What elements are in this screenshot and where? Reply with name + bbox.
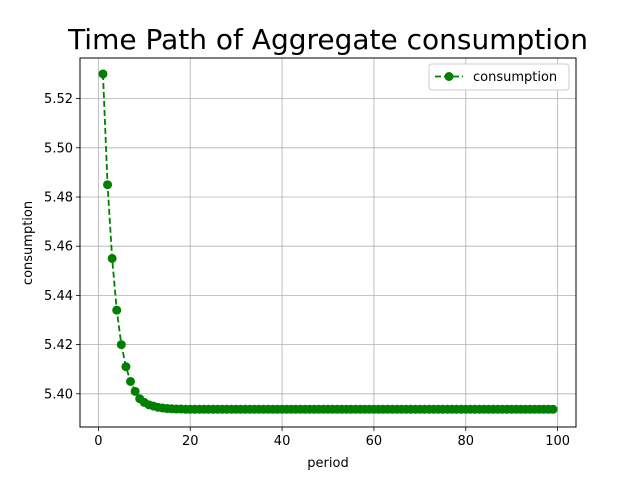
legend-marker [444, 72, 454, 81]
x-tick-label: 80 [458, 434, 475, 449]
x-axis-label: period [307, 456, 348, 471]
data-point [126, 376, 136, 386]
data-point [116, 340, 126, 350]
grid-lines [80, 58, 576, 427]
y-axis-label: consumption [21, 201, 36, 285]
y-axis: 5.40 5.42 5.44 5.46 5.48 5.50 5.52 [44, 92, 80, 402]
y-tick-label: 5.48 [44, 190, 73, 205]
data-point [548, 404, 558, 414]
data-point [130, 386, 140, 396]
x-tick-label: 0 [94, 434, 102, 449]
y-tick-label: 5.40 [44, 387, 73, 402]
y-tick-label: 5.44 [44, 289, 73, 304]
series-layer [98, 69, 558, 414]
y-tick-label: 5.52 [44, 92, 73, 107]
data-point [121, 362, 131, 372]
data-point [107, 253, 117, 263]
y-tick-label: 5.42 [44, 338, 73, 353]
y-tick-label: 5.46 [44, 240, 73, 255]
data-point [98, 69, 108, 79]
legend: consumption [428, 63, 570, 91]
y-tick-label: 5.50 [44, 141, 73, 156]
data-point [103, 180, 113, 190]
x-tick-label: 100 [545, 434, 570, 449]
x-axis: 0 20 40 60 80 100 [94, 427, 570, 449]
data-point [112, 305, 122, 315]
chart-title: Time Path of Aggregate consumption [67, 23, 588, 56]
legend-label: consumption [473, 70, 557, 85]
series-line [102, 73, 554, 411]
x-tick-label: 60 [366, 434, 383, 449]
x-tick-label: 40 [274, 434, 291, 449]
plot-frame [79, 57, 577, 428]
legend-box [428, 63, 570, 91]
x-tick-label: 20 [182, 434, 199, 449]
